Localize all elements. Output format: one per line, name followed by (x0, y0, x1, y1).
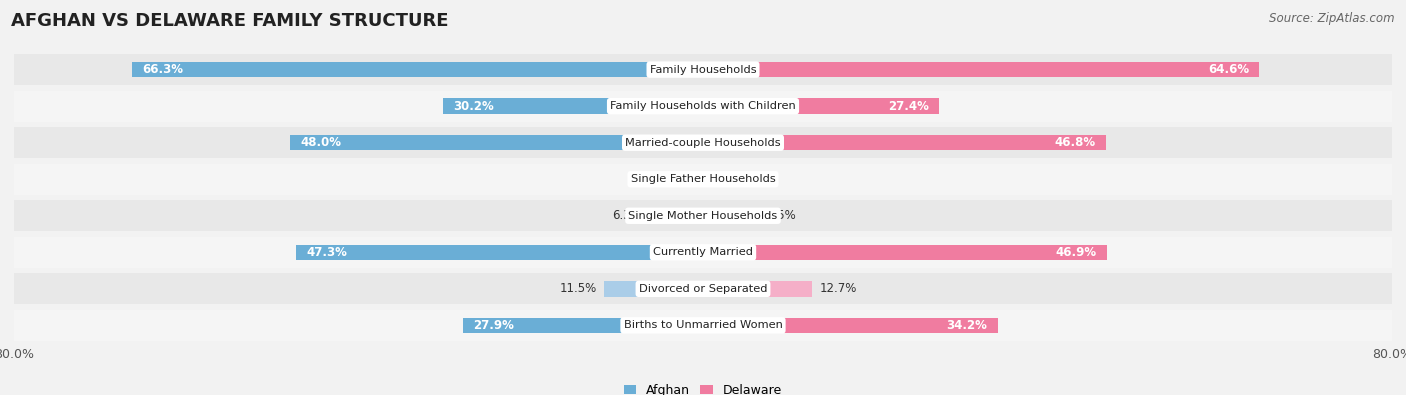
Bar (14, 273, 1392, 305)
Text: Single Father Households: Single Father Households (631, 174, 775, 184)
Bar (14, 54, 1392, 85)
Text: 6.5%: 6.5% (766, 209, 796, 222)
Bar (703, 245, 1107, 260)
Text: 27.4%: 27.4% (887, 100, 928, 113)
Bar (703, 135, 1107, 150)
Text: 30.2%: 30.2% (453, 100, 494, 113)
Text: 27.9%: 27.9% (472, 319, 515, 332)
Bar (14, 127, 1392, 158)
Text: Divorced or Separated: Divorced or Separated (638, 284, 768, 294)
Bar (14, 200, 1392, 231)
Text: AFGHAN VS DELAWARE FAMILY STRUCTURE: AFGHAN VS DELAWARE FAMILY STRUCTURE (11, 12, 449, 30)
Bar (703, 98, 939, 114)
Text: Source: ZipAtlas.com: Source: ZipAtlas.com (1270, 12, 1395, 25)
Bar (605, 281, 703, 297)
Text: 12.7%: 12.7% (820, 282, 856, 295)
Text: Births to Unmarried Women: Births to Unmarried Women (624, 320, 782, 330)
Text: 34.2%: 34.2% (946, 319, 987, 332)
Text: 2.3%: 2.3% (647, 173, 676, 186)
Bar (132, 62, 703, 77)
Text: 6.3%: 6.3% (612, 209, 643, 222)
Bar (14, 90, 1392, 122)
Bar (703, 208, 759, 224)
Text: Currently Married: Currently Married (652, 247, 754, 257)
Text: 48.0%: 48.0% (299, 136, 342, 149)
Text: 2.5%: 2.5% (731, 173, 761, 186)
Text: 46.9%: 46.9% (1056, 246, 1097, 259)
Bar (14, 237, 1392, 268)
Bar (703, 62, 1260, 77)
Legend: Afghan, Delaware: Afghan, Delaware (619, 379, 787, 395)
Text: Family Households: Family Households (650, 65, 756, 75)
Bar (683, 171, 703, 187)
Text: 66.3%: 66.3% (142, 63, 183, 76)
Text: Married-couple Households: Married-couple Households (626, 138, 780, 148)
Bar (703, 281, 813, 297)
Bar (703, 171, 724, 187)
Text: 11.5%: 11.5% (560, 282, 598, 295)
Bar (295, 245, 703, 260)
Text: Single Mother Households: Single Mother Households (628, 211, 778, 221)
Bar (290, 135, 703, 150)
Bar (703, 318, 997, 333)
Bar (443, 98, 703, 114)
Text: 46.8%: 46.8% (1054, 136, 1095, 149)
Bar (648, 208, 703, 224)
Text: Family Households with Children: Family Households with Children (610, 101, 796, 111)
Bar (14, 164, 1392, 195)
Text: 64.6%: 64.6% (1208, 63, 1249, 76)
Text: 47.3%: 47.3% (307, 246, 347, 259)
Bar (463, 318, 703, 333)
Bar (14, 310, 1392, 341)
